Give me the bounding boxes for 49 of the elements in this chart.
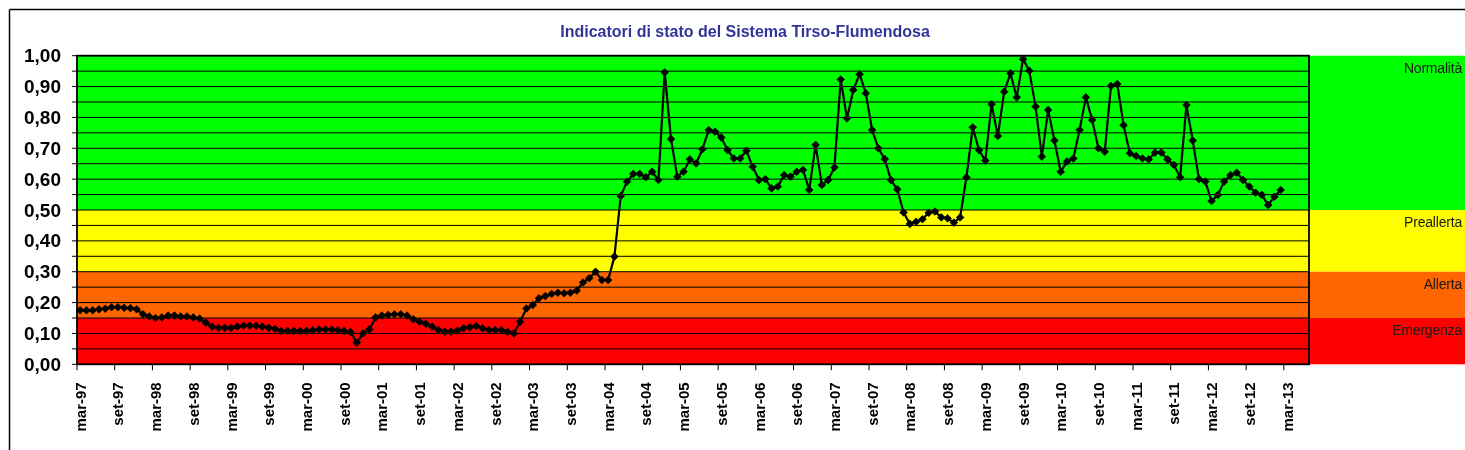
x-tick-label: set-08	[939, 382, 957, 426]
x-tick-label: set-10	[1089, 382, 1107, 426]
x-tick-label: set-09	[1014, 382, 1032, 426]
x-tick-label: mar-97	[71, 382, 89, 432]
x-tick-label: mar-99	[222, 382, 240, 432]
x-tick-label: mar-00	[297, 382, 315, 432]
x-tick-label: mar-03	[524, 382, 542, 432]
x-tick-label: set-02	[486, 382, 504, 426]
x-tick-label: set-99	[260, 382, 278, 426]
x-tick-label: mar-09	[976, 382, 994, 432]
y-tick-label: 0,00	[24, 353, 61, 375]
x-tick-label: set-97	[109, 382, 127, 426]
x-tick-label: set-07	[863, 382, 881, 426]
y-tick-label: 1,00	[24, 45, 61, 67]
band-label: Emergenza	[1392, 322, 1463, 339]
x-tick-label: mar-11	[1127, 382, 1145, 431]
y-tick-label: 0,80	[24, 106, 61, 128]
band-label: Allerta	[1423, 275, 1463, 292]
y-tick-label: 0,60	[24, 168, 61, 190]
y-tick-label: 0,50	[24, 199, 61, 221]
x-tick-label: set-06	[788, 382, 806, 426]
x-tick-label: set-04	[637, 381, 655, 426]
y-tick-label: 0,10	[24, 322, 61, 344]
band-label: Normalità	[1403, 59, 1463, 76]
x-tick-label: set-00	[335, 382, 353, 426]
x-tick-label: set-98	[184, 382, 202, 426]
y-tick-label: 0,30	[24, 261, 61, 283]
chart-title: Indicatori di stato del Sistema Tirso-Flumendosa	[560, 23, 930, 40]
x-tick-label: set-03	[561, 382, 579, 426]
x-tick-label: mar-12	[1203, 382, 1221, 432]
band-label: Preallerta	[1404, 214, 1463, 230]
x-tick-label: mar-08	[901, 382, 919, 432]
x-tick-label: mar-05	[675, 382, 693, 432]
y-tick-label: 0,70	[24, 137, 61, 159]
x-tick-label: mar-06	[750, 382, 768, 432]
x-tick-label: set-12	[1240, 382, 1258, 426]
x-tick-label: mar-02	[448, 382, 466, 432]
x-tick-label: mar-98	[147, 382, 165, 432]
x-tick-label: set-11	[1165, 382, 1183, 425]
x-tick-label: mar-10	[1052, 382, 1070, 432]
x-tick-label: mar-13	[1278, 382, 1296, 432]
x-tick-label: set-01	[411, 382, 429, 426]
x-tick-label: mar-07	[825, 382, 843, 432]
y-tick-label: 0,20	[24, 292, 61, 314]
y-tick-label: 0,90	[24, 76, 61, 98]
x-tick-label: mar-01	[373, 382, 391, 432]
y-tick-label: 0,40	[24, 230, 61, 252]
x-tick-label: set-05	[712, 382, 730, 426]
x-tick-label: mar-04	[599, 381, 617, 432]
